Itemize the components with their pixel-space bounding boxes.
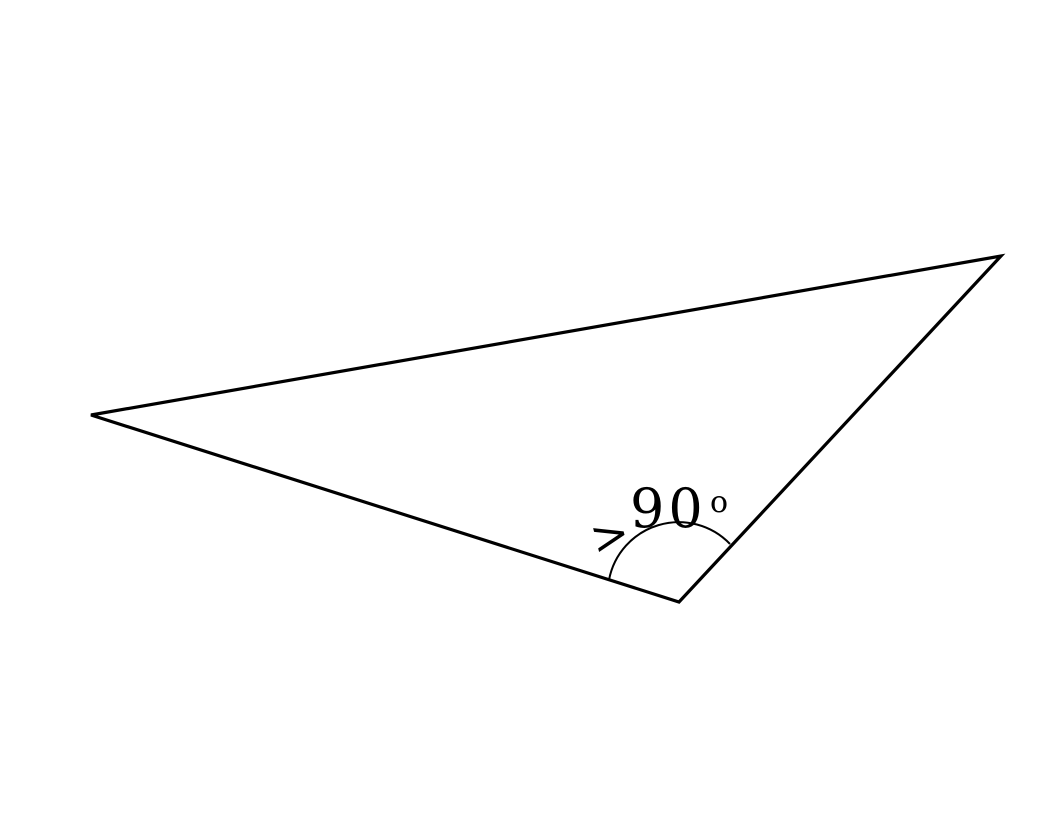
angle-value: 90 — [630, 477, 707, 540]
degree-symbol: o — [710, 485, 728, 520]
triangle — [90, 253, 1006, 604]
angle-label: > 90 o — [585, 477, 729, 566]
angle-arc — [608, 521, 731, 581]
angle-comparison-symbol: > — [585, 504, 635, 566]
